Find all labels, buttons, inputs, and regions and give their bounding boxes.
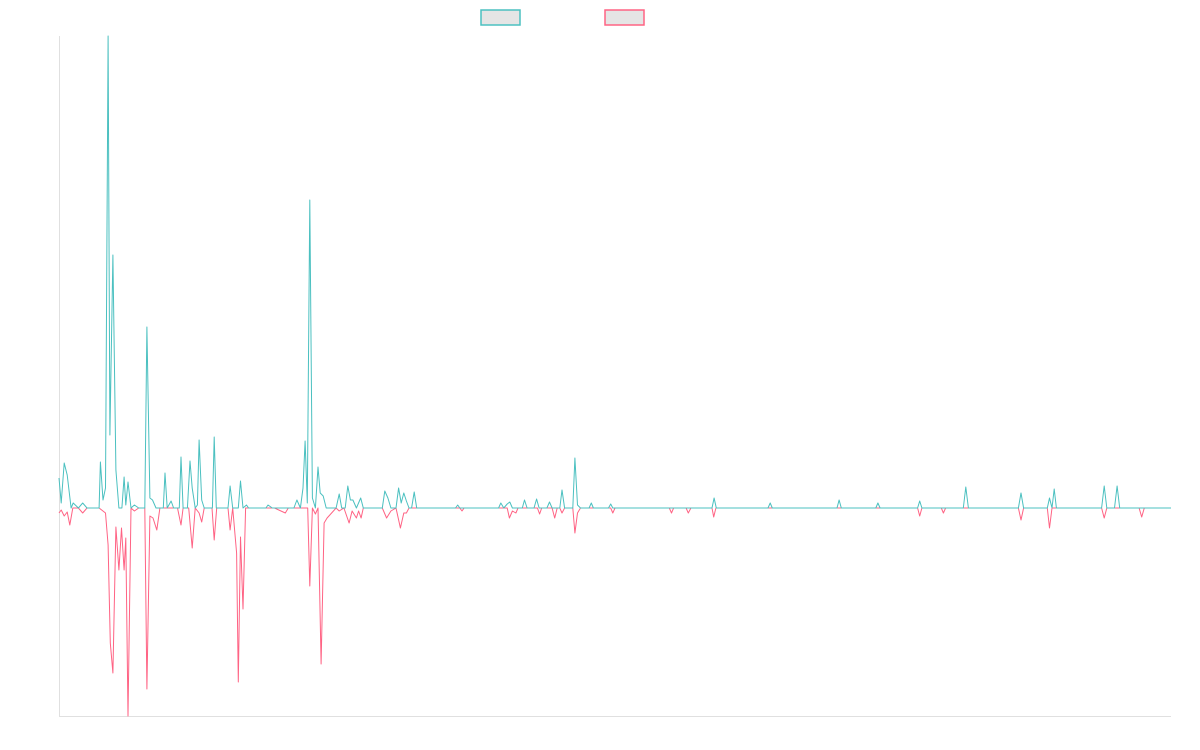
series-line-1 [58, 35, 1171, 509]
series-line-2 [58, 507, 1171, 717]
legend-swatch-series-1[interactable] [480, 9, 521, 26]
legend-swatch-series-2[interactable] [604, 9, 645, 26]
